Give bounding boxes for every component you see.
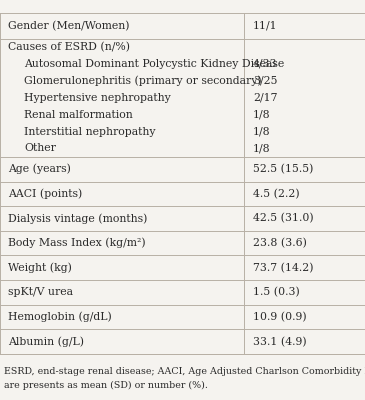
Text: 23.8 (3.6): 23.8 (3.6) [253, 238, 307, 248]
Text: Age (years): Age (years) [8, 164, 71, 174]
Text: 1/8: 1/8 [253, 126, 270, 136]
Text: Interstitial nephropathy: Interstitial nephropathy [24, 126, 156, 136]
Text: Albumin (g/L): Albumin (g/L) [8, 336, 84, 347]
Text: Body Mass Index (kg/m²): Body Mass Index (kg/m²) [8, 238, 146, 248]
Text: 1/8: 1/8 [253, 144, 270, 154]
Text: 33.1 (4.9): 33.1 (4.9) [253, 336, 307, 347]
Text: Gender (Men/Women): Gender (Men/Women) [8, 20, 130, 31]
Text: 10.9 (0.9): 10.9 (0.9) [253, 312, 307, 322]
Text: Autosomal Dominant Polycystic Kidney Disease: Autosomal Dominant Polycystic Kidney Dis… [24, 59, 285, 69]
Text: Renal malformation: Renal malformation [24, 110, 133, 120]
Text: 1.5 (0.3): 1.5 (0.3) [253, 287, 300, 298]
Text: Causes of ESRD (n/%): Causes of ESRD (n/%) [8, 42, 130, 52]
Text: 2/17: 2/17 [253, 93, 277, 103]
Text: Hypertensive nephropathy: Hypertensive nephropathy [24, 93, 171, 103]
Text: ESRD, end-stage renal disease; AACI, Age Adjusted Charlson Comorbidity Index. Da: ESRD, end-stage renal disease; AACI, Age… [4, 367, 365, 376]
Text: 11/1: 11/1 [253, 21, 277, 31]
Text: 3/25: 3/25 [253, 76, 277, 86]
Text: 73.7 (14.2): 73.7 (14.2) [253, 263, 314, 273]
Text: 4/33: 4/33 [253, 59, 277, 69]
Text: are presents as mean (SD) or number (%).: are presents as mean (SD) or number (%). [4, 380, 208, 390]
Text: 42.5 (31.0): 42.5 (31.0) [253, 213, 314, 224]
Text: Weight (kg): Weight (kg) [8, 262, 72, 273]
Text: AACI (points): AACI (points) [8, 188, 82, 199]
Text: 4.5 (2.2): 4.5 (2.2) [253, 189, 300, 199]
Text: 1/8: 1/8 [253, 110, 270, 120]
Text: 52.5 (15.5): 52.5 (15.5) [253, 164, 313, 174]
Text: Other: Other [24, 144, 56, 154]
Text: spKt/V urea: spKt/V urea [8, 288, 73, 298]
Text: Dialysis vintage (months): Dialysis vintage (months) [8, 213, 147, 224]
Text: Glomerulonephritis (primary or secondary): Glomerulonephritis (primary or secondary… [24, 76, 262, 86]
Text: Hemoglobin (g/dL): Hemoglobin (g/dL) [8, 312, 112, 322]
